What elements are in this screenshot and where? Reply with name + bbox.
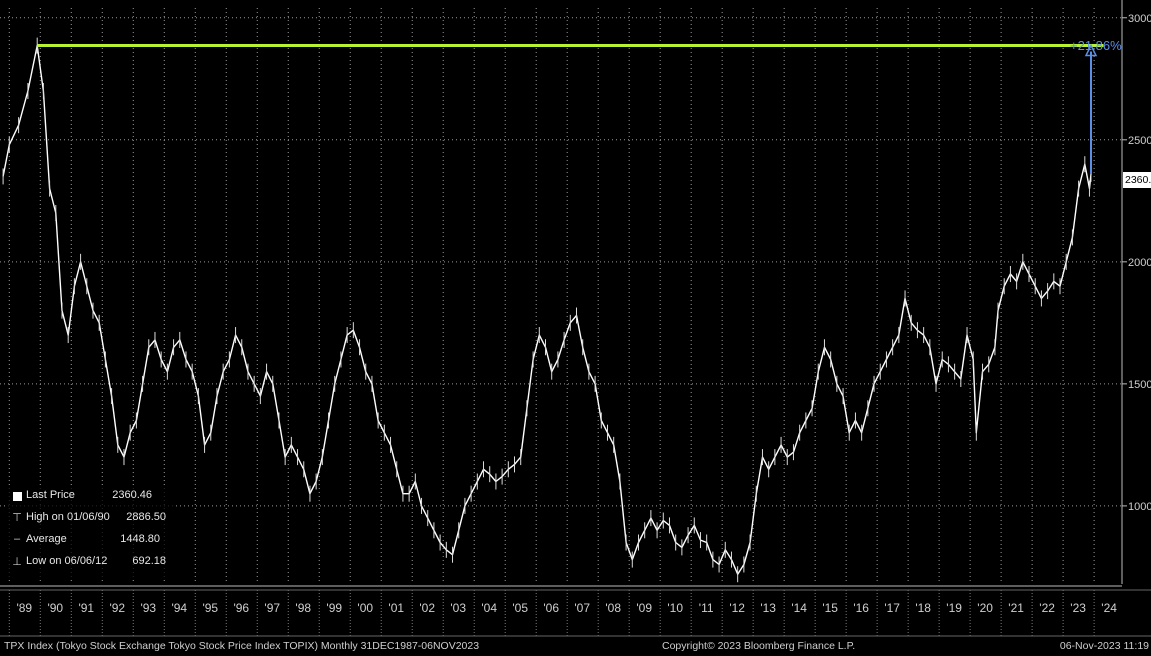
- x-tick-label: '95: [202, 601, 218, 615]
- x-tick-label: '18: [915, 601, 931, 615]
- x-tick-label: '90: [47, 601, 63, 615]
- x-tick-label: '91: [78, 601, 94, 615]
- x-tick-label: '02: [419, 601, 435, 615]
- x-tick-label: '01: [388, 601, 404, 615]
- legend-low: ⊥ Low on 06/06/12 692.18: [10, 554, 172, 569]
- legend-value: 2360.46: [112, 489, 152, 501]
- x-tick-label: '14: [791, 601, 807, 615]
- y-tick-label: 1500: [1128, 379, 1151, 391]
- footer-bar: TPX Index (Tokyo Stock Exchange Tokyo St…: [0, 638, 1151, 656]
- footer-timestamp: 06-Nov-2023 11:19: [1059, 640, 1149, 652]
- legend-value: 692.18: [132, 555, 166, 567]
- x-tick-label: '22: [1039, 601, 1055, 615]
- x-tick-label: '10: [667, 601, 683, 615]
- x-tick-label: '03: [450, 601, 466, 615]
- x-tick-label: '07: [574, 601, 590, 615]
- x-tick-label: '97: [264, 601, 280, 615]
- x-tick-label: '00: [357, 601, 373, 615]
- x-tick-label: '04: [481, 601, 497, 615]
- y-tick-label: 3000: [1128, 13, 1151, 25]
- legend-average: – Average 1448.80: [10, 532, 172, 547]
- x-tick-label: '99: [326, 601, 342, 615]
- series-layer: [2, 37, 1092, 583]
- x-tick-label: '92: [109, 601, 125, 615]
- legend-last-price: Last Price 2360.46: [10, 488, 172, 503]
- y-tick-label: 2500: [1128, 135, 1151, 147]
- x-tick-label: '24: [1101, 601, 1117, 615]
- legend-label: Low on 06/06/12: [26, 555, 108, 567]
- y-tick-label: 2000: [1128, 257, 1151, 269]
- legend-high: ⊤ High on 01/06/90 2886.50: [10, 510, 172, 525]
- x-tick-label: '06: [543, 601, 559, 615]
- legend-label: Average: [26, 533, 67, 545]
- legend-value: 2886.50: [126, 511, 166, 523]
- x-tick-label: '21: [1008, 601, 1024, 615]
- change-arrow-head: [1084, 43, 1098, 57]
- overlay-layer: [37, 43, 1104, 174]
- footer-security-description: TPX Index (Tokyo Stock Exchange Tokyo St…: [4, 640, 480, 652]
- legend-label: High on 01/06/90: [26, 511, 110, 523]
- x-tick-label: '05: [512, 601, 528, 615]
- x-tick-label: '09: [636, 601, 652, 615]
- percent-change-label: +21.86%: [1070, 38, 1122, 53]
- x-tick-label: '11: [699, 601, 714, 615]
- x-tick-label: '17: [884, 601, 900, 615]
- y-tick-label: 1000: [1128, 501, 1151, 513]
- x-tick-label: '23: [1070, 601, 1086, 615]
- legend-box: Last Price 2360.46 ⊤ High on 01/06/90 28…: [6, 486, 176, 578]
- average-marker-icon: –: [13, 533, 21, 545]
- x-tick-label: '20: [977, 601, 993, 615]
- x-tick-label: '89: [16, 601, 32, 615]
- x-tick-label: '15: [822, 601, 838, 615]
- x-tick-label: '19: [946, 601, 962, 615]
- x-tick-label: '08: [605, 601, 621, 615]
- x-tick-label: '93: [140, 601, 156, 615]
- axis-layer: 1000 1500 2000 2500 3000 '89 '90 '91 '92 '93 '94 '9…: [0, 0, 1151, 637]
- last-price-tag: 2360.: [1123, 172, 1151, 188]
- x-tick-label: '12: [729, 601, 745, 615]
- high-marker-icon: ⊤: [12, 512, 22, 524]
- x-tick-label: '94: [171, 601, 187, 615]
- x-tick-label: '16: [853, 601, 869, 615]
- low-marker-icon: ⊥: [12, 556, 22, 568]
- x-tick-label: '96: [233, 601, 249, 615]
- legend-value: 1448.80: [120, 533, 160, 545]
- x-tick-label: '13: [760, 601, 776, 615]
- x-tick-label: '98: [295, 601, 311, 615]
- footer-copyright: Copyright© 2023 Bloomberg Finance L.P.: [662, 640, 856, 652]
- legend-label: Last Price: [26, 489, 75, 501]
